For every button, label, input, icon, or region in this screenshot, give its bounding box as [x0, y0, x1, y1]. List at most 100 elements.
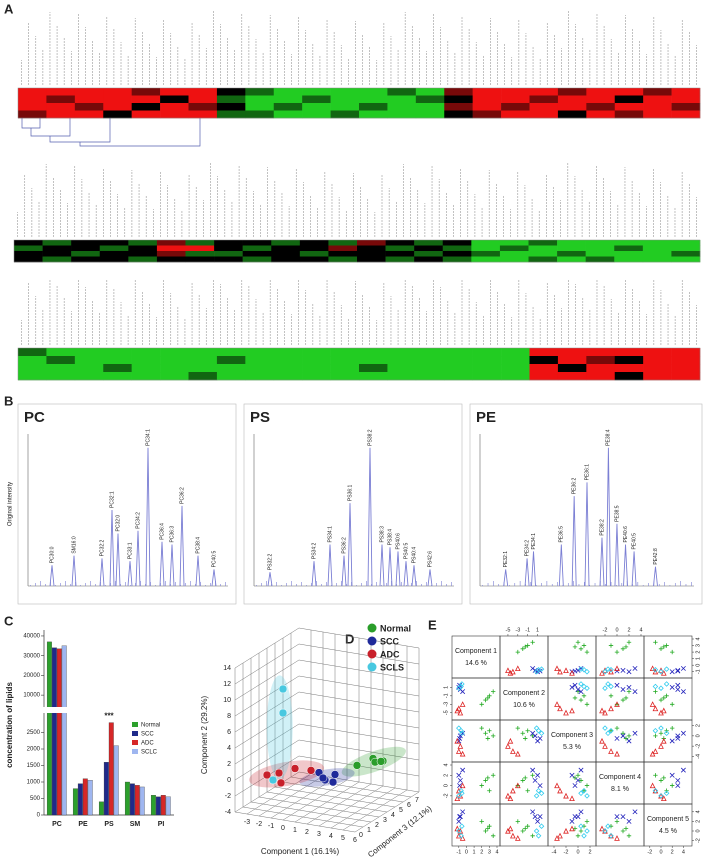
heatmap-cell — [472, 364, 502, 373]
heatmap-cell — [131, 372, 161, 381]
heatmap-cell — [359, 372, 388, 381]
dendrogram — [21, 118, 201, 147]
heatmap-cell — [242, 245, 272, 252]
peak-label: PS36:2 — [341, 537, 347, 554]
z-tick-label: 6 — [407, 802, 411, 809]
y-tick-label: 0 — [443, 784, 449, 787]
heatmap-cell — [499, 245, 529, 252]
peak-label: PS36:1 — [347, 484, 353, 501]
point — [649, 701, 656, 707]
heatmap-cell — [643, 103, 672, 111]
point — [572, 682, 578, 688]
point — [505, 667, 511, 674]
heatmap-cell — [42, 245, 72, 252]
spectrum-title: PS — [250, 409, 270, 426]
heatmap-cell — [415, 110, 445, 119]
point — [530, 733, 535, 739]
heatmap-cell — [71, 245, 101, 252]
bar — [56, 648, 62, 816]
y-axis-label: Component 2 (29.2%) — [200, 696, 209, 775]
point — [352, 761, 362, 770]
y-tick-label: -5 — [443, 710, 449, 715]
point — [557, 705, 563, 712]
point — [569, 818, 575, 824]
point — [653, 773, 658, 778]
point — [530, 640, 535, 645]
peak — [195, 555, 201, 587]
point — [535, 787, 542, 794]
heatmap-cell — [245, 372, 275, 381]
x-tick-label: -2 — [564, 849, 569, 855]
point — [278, 708, 288, 718]
heatmap-cell — [586, 348, 616, 357]
point — [620, 731, 626, 736]
point — [658, 793, 664, 799]
legend-label: SCLC — [141, 750, 158, 756]
heatmap-cell — [557, 256, 586, 263]
point — [268, 775, 278, 785]
point — [490, 833, 496, 838]
point — [675, 668, 681, 674]
heatmap-cell — [160, 356, 189, 365]
point — [537, 668, 543, 674]
point — [581, 693, 587, 699]
x-tick-label: 4 — [682, 849, 685, 855]
point — [614, 750, 620, 757]
point — [530, 773, 535, 778]
point — [554, 782, 560, 789]
point — [569, 772, 575, 778]
y-tick-label: 2 — [695, 724, 701, 727]
heatmap-cell — [273, 103, 303, 111]
heatmap-cell — [99, 245, 129, 252]
peak-label: PE34:1 — [531, 533, 537, 550]
y-tick-label: -4 — [695, 754, 701, 759]
heatmap-cell — [156, 240, 186, 246]
point — [525, 728, 530, 733]
point — [626, 818, 632, 824]
bar — [98, 801, 104, 816]
heatmap-cell — [18, 364, 47, 373]
y-tick-label: 30000 — [23, 653, 40, 659]
y-tick-label: 1 — [695, 657, 701, 660]
y-tick-label: -2 — [225, 793, 231, 800]
point — [459, 790, 465, 797]
x-tick-label: 1 — [473, 849, 476, 855]
heatmap-cell — [643, 88, 672, 96]
point — [507, 825, 514, 832]
spectrum-frame — [243, 403, 463, 605]
heatmap-cell — [557, 372, 587, 381]
point — [608, 748, 614, 754]
heatmap-cell — [472, 95, 502, 104]
heatmap-cell — [128, 240, 158, 246]
point — [458, 787, 464, 794]
point — [572, 783, 578, 789]
heatmap-cell — [131, 356, 161, 365]
peak-label: PE38:5 — [614, 505, 620, 522]
peak-label: PE36:5 — [559, 526, 565, 543]
panel-label: D — [345, 631, 354, 646]
point — [533, 793, 540, 799]
heatmap-cell — [302, 110, 331, 119]
heatmap-cell — [357, 240, 386, 246]
panel-label: E — [428, 617, 437, 632]
heatmap-cell — [614, 251, 644, 257]
heatmap-cell — [359, 95, 388, 104]
heatmap-cell — [586, 110, 616, 119]
point — [530, 809, 536, 815]
x-tick-label: 2 — [480, 849, 483, 855]
point — [581, 683, 587, 690]
point — [578, 828, 584, 834]
point — [537, 783, 543, 789]
heatmap-cell — [387, 372, 417, 381]
heatmap-cell — [643, 348, 672, 357]
legend-label: SCC — [380, 636, 400, 646]
peak — [179, 505, 185, 587]
point — [584, 668, 590, 675]
z-tick-label: 4 — [391, 812, 395, 819]
legend-swatch — [132, 749, 138, 754]
grid-line — [266, 791, 388, 813]
point — [455, 787, 462, 794]
peak-label: PE42:8 — [653, 548, 659, 565]
heatmap-cell — [242, 251, 272, 257]
heatmap-cell — [42, 251, 72, 257]
